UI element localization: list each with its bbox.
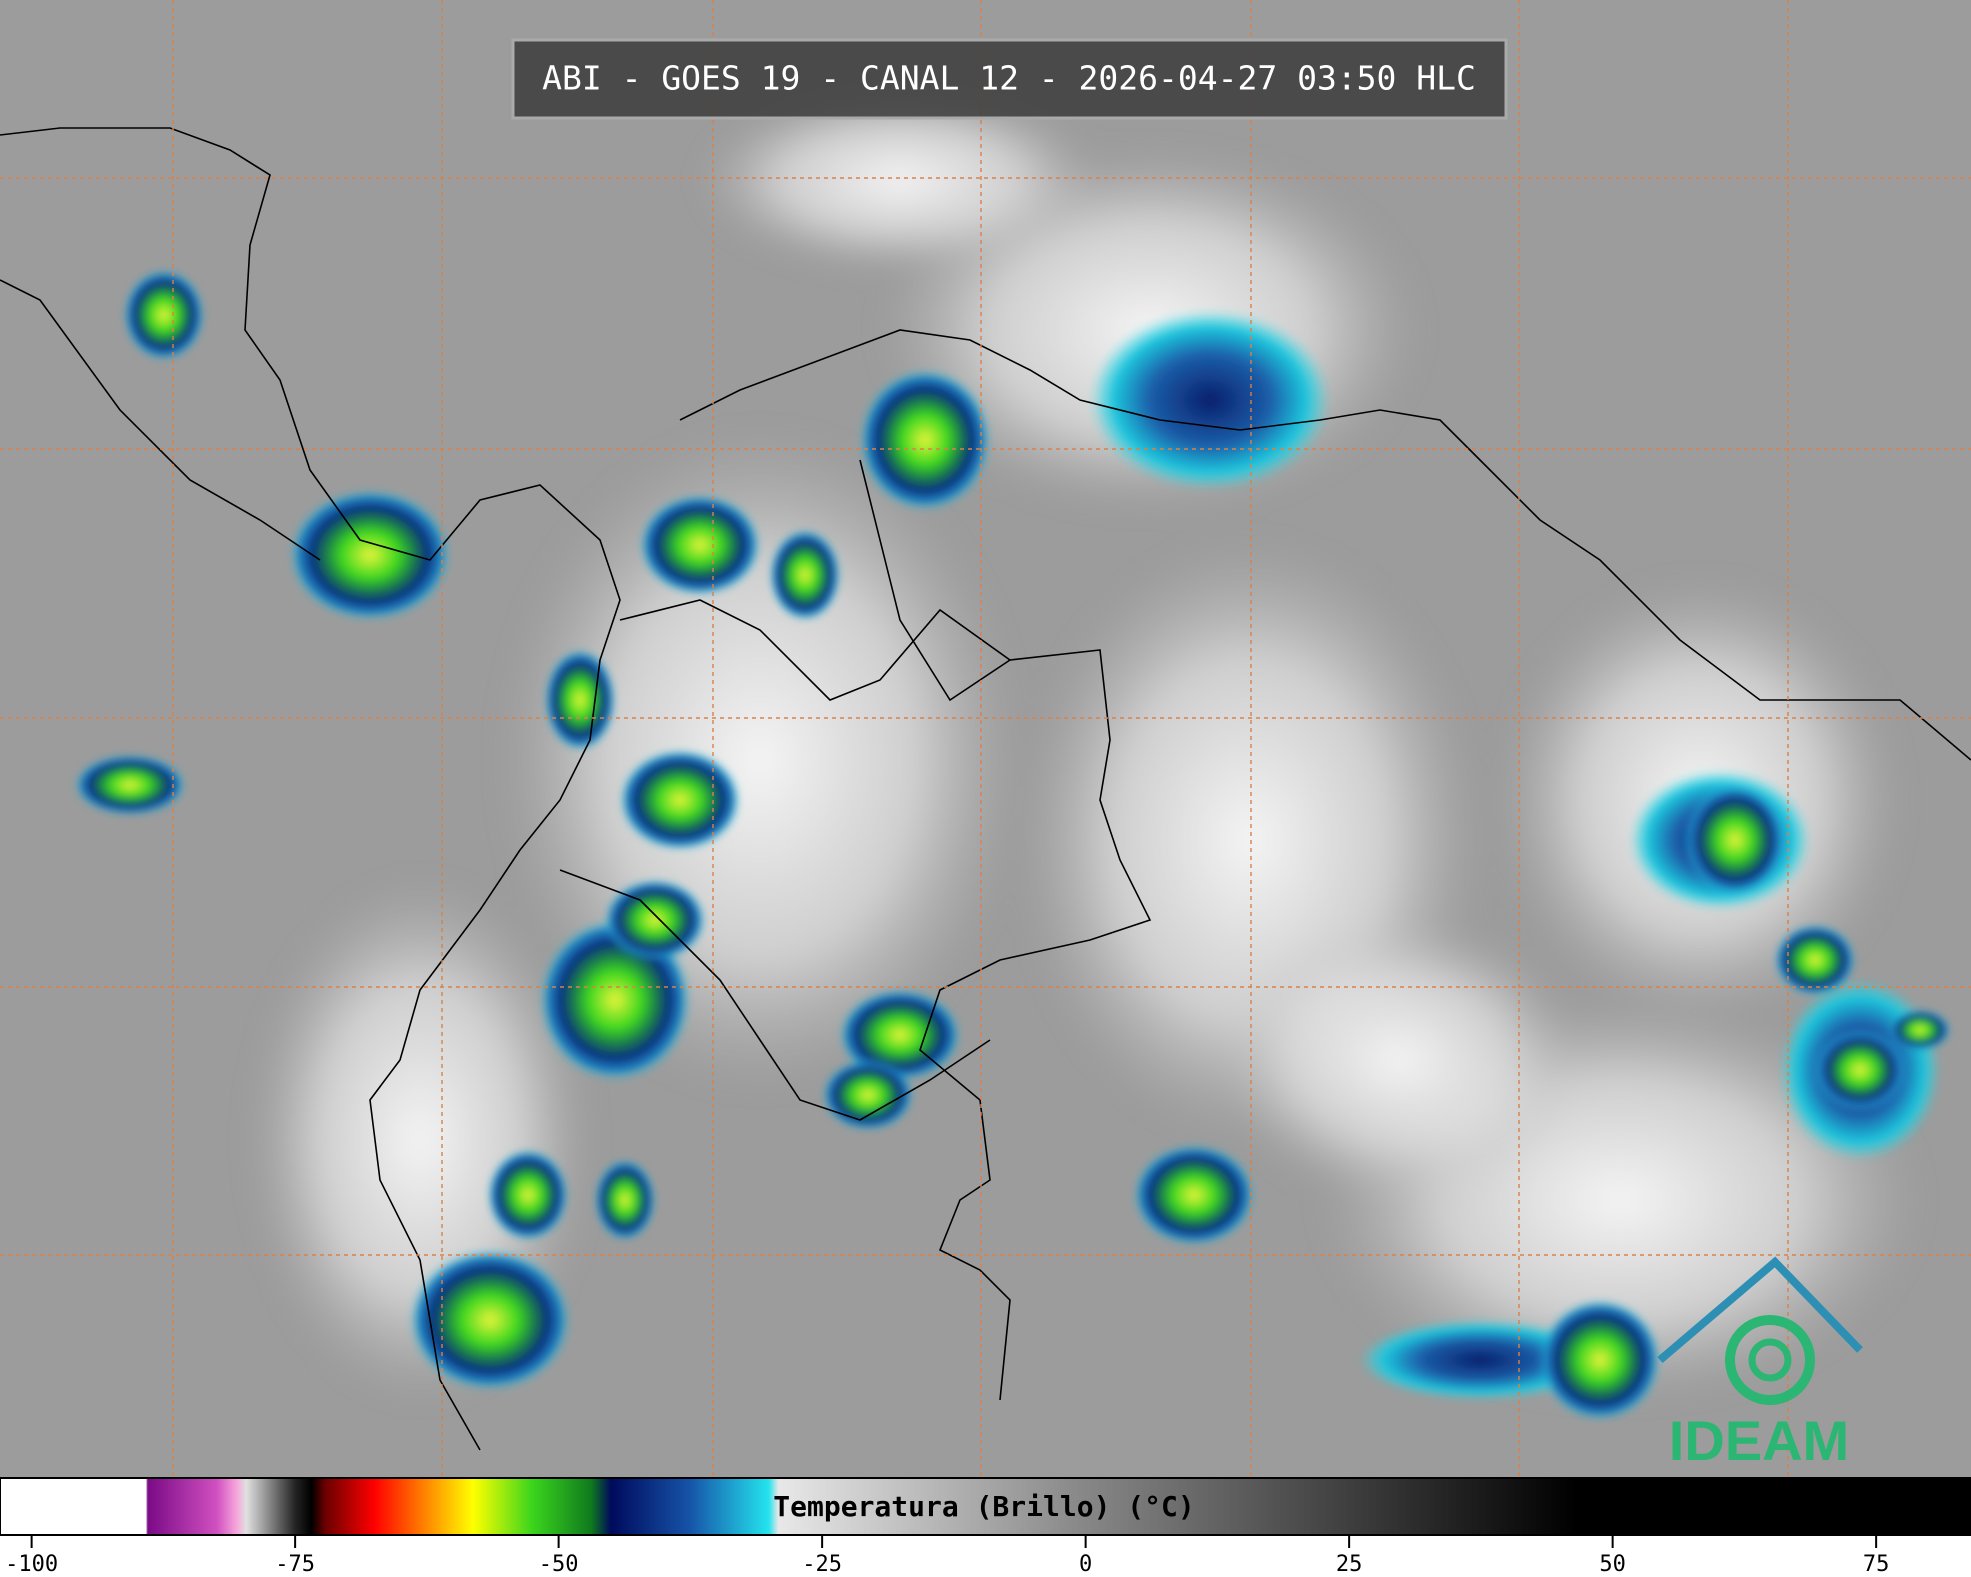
title-box: ABI - GOES 19 - CANAL 12 - 2026-04-27 03… <box>511 38 1508 120</box>
tick-label: 0 <box>1079 1552 1092 1577</box>
tick-label: 50 <box>1599 1552 1626 1577</box>
colorbar-label: Temperatura (Brillo) (°C) <box>773 1490 1194 1523</box>
tick-label: -25 <box>802 1552 842 1577</box>
borders <box>0 127 1971 1451</box>
colorbar <box>0 1477 1971 1536</box>
tick-label: -50 <box>539 1552 579 1577</box>
tick-label: 75 <box>1863 1552 1890 1577</box>
logo: IDEAM <box>1657 1256 1863 1472</box>
lat-lon-grid <box>0 0 1971 1477</box>
title: ABI - GOES 19 - CANAL 12 - 2026-04-27 03… <box>542 59 1476 98</box>
tick-label: -100 <box>5 1552 58 1577</box>
colorbar-ticks: -100 -75 -50 -25 0 25 50 75 <box>5 1535 1889 1577</box>
convective-cells <box>75 270 1950 1420</box>
tick-label: -75 <box>275 1552 315 1577</box>
tick-label: 25 <box>1336 1552 1363 1577</box>
logo-text: IDEAM <box>1669 1409 1849 1472</box>
